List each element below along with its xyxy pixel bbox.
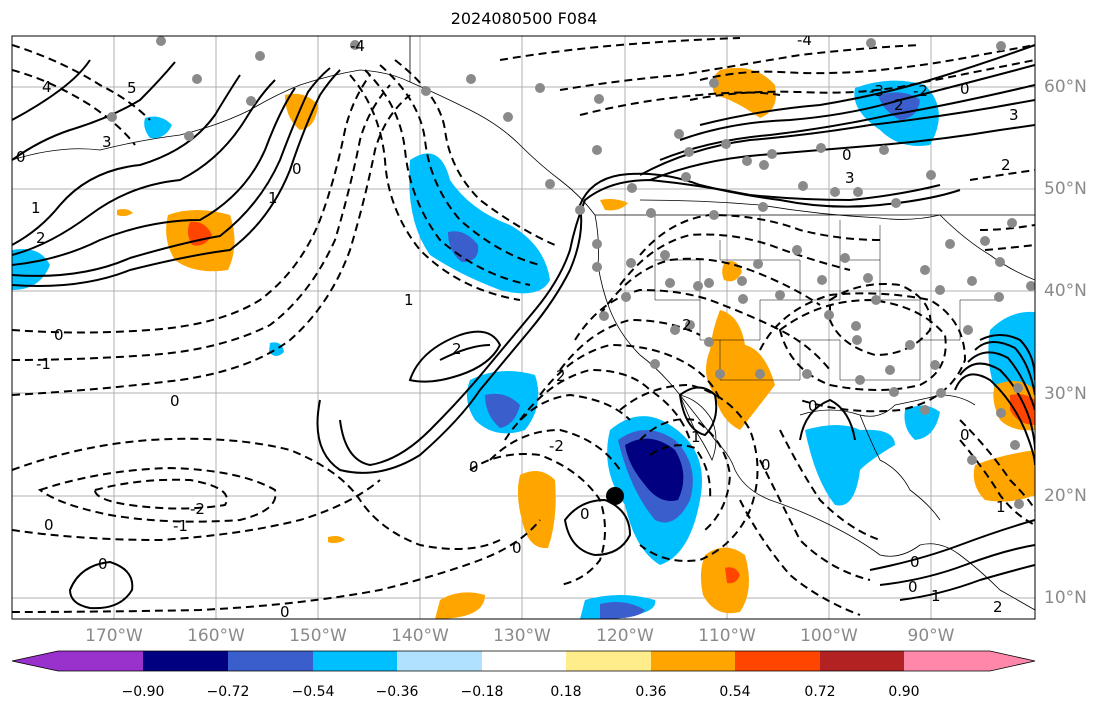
lon-label: 170°W [85, 626, 143, 646]
contour-label: 0 [908, 578, 918, 596]
contour-label: 5 [127, 79, 137, 97]
contour-label: 0 [469, 458, 479, 476]
colorbar-segment [651, 651, 735, 671]
contour-label: 1 [931, 587, 941, 605]
contour-label: 0 [292, 160, 302, 178]
colorbar-segment [143, 651, 228, 671]
lon-label: 160°W [187, 626, 245, 646]
contour-label: 1 [404, 291, 414, 309]
contour-label: 0 [808, 397, 818, 415]
contour-label: 3 [1009, 106, 1019, 124]
lat-label: 20°N [1044, 486, 1087, 506]
colorbar-segment [904, 651, 1035, 671]
contour-label: -2 [913, 82, 928, 100]
lon-label: 90°W [907, 626, 955, 646]
contour-labels: 4 5 -4 3 0 1 2 1 0 0 -1 0 1 2 -2 -1 0 0 … [16, 31, 1019, 621]
lon-label: 140°W [391, 626, 449, 646]
contour-label: 4 [42, 78, 52, 96]
lat-label: 40°N [1044, 281, 1087, 301]
lat-label: 30°N [1044, 384, 1087, 404]
colorbar-segment [735, 651, 820, 671]
contour-label: 0 [170, 392, 180, 410]
contour-label: 0 [98, 555, 108, 573]
lon-label: 130°W [493, 626, 551, 646]
contour-label: 2 [993, 598, 1003, 616]
colorbar-segment [566, 651, 651, 671]
contour-label: -2 [190, 500, 205, 518]
colorbar-tick-label: 0.72 [804, 684, 836, 700]
contour-label: 1 [268, 189, 278, 207]
colorbar-tick-label: 0.54 [719, 684, 751, 700]
coastlines [12, 36, 1035, 611]
colorbar-tick-label: −0.18 [460, 684, 504, 700]
contour-label: -4 [797, 31, 812, 49]
contour-label: 0 [960, 80, 970, 98]
colorbar-segment [12, 651, 143, 671]
positive-contours [12, 44, 1035, 610]
contour-label: 0 [54, 326, 64, 344]
center-point-marker [606, 487, 624, 505]
lon-label: 110°W [698, 626, 756, 646]
colorbar [11, 650, 1036, 672]
contour-label: 0 [44, 516, 54, 534]
contour-label: 2 [556, 367, 566, 385]
colorbar-tick-label: 0.36 [635, 684, 667, 700]
contour-label: 1 [31, 199, 41, 217]
contour-label: 2 [894, 96, 904, 114]
colorbar-segment [313, 651, 397, 671]
colorbar-segment [820, 651, 904, 671]
colorbar-tick-label: 0.90 [888, 684, 920, 700]
contour-label: 0 [512, 539, 522, 557]
colorbar-tick-label: −0.36 [375, 684, 419, 700]
contour-label: 3 [102, 133, 112, 151]
contour-label: 2 [682, 316, 692, 334]
contour-label: 0 [280, 603, 290, 621]
contour-label: -1 [173, 517, 188, 535]
contour-label: -1 [36, 355, 51, 373]
colorbar-segment [482, 651, 566, 671]
contour-label: 0 [580, 505, 590, 523]
contour-label: -3 [869, 82, 884, 100]
lat-label: 10°N [1044, 588, 1087, 608]
contour-label: -2 [549, 437, 564, 455]
contour-label: 1 [691, 428, 701, 446]
contour-label: 2 [1001, 156, 1011, 174]
colorbar-segment [397, 651, 482, 671]
contour-label: 0 [761, 456, 771, 474]
lon-label: 120°W [596, 626, 654, 646]
contour-label: -4 [350, 37, 365, 55]
colorbar-tick-label: −0.54 [291, 684, 335, 700]
contour-label: 2 [452, 340, 462, 358]
station-dots [107, 36, 1035, 509]
negative-contours [12, 37, 1035, 616]
contour-label: 0 [16, 148, 26, 166]
contour-label: 0 [842, 146, 852, 164]
colorbar-tick-label: −0.72 [206, 684, 250, 700]
colorbar-tick-label: −0.90 [121, 684, 165, 700]
contour-label: 0 [910, 553, 920, 571]
contour-label: 2 [36, 229, 46, 247]
map-frame [11, 35, 1036, 620]
contour-label: 1 [996, 498, 1006, 516]
lat-label: 50°N [1044, 179, 1087, 199]
contour-label: 0 [960, 426, 970, 444]
colorbar-tick-label: 0.18 [550, 684, 582, 700]
colorbar-segment [228, 651, 313, 671]
map-title: 2024080500 F084 [450, 9, 598, 28]
lat-label: 60°N [1044, 77, 1087, 97]
lon-label: 150°W [289, 626, 347, 646]
lon-label: 100°W [800, 626, 858, 646]
contour-label: 3 [845, 169, 855, 187]
